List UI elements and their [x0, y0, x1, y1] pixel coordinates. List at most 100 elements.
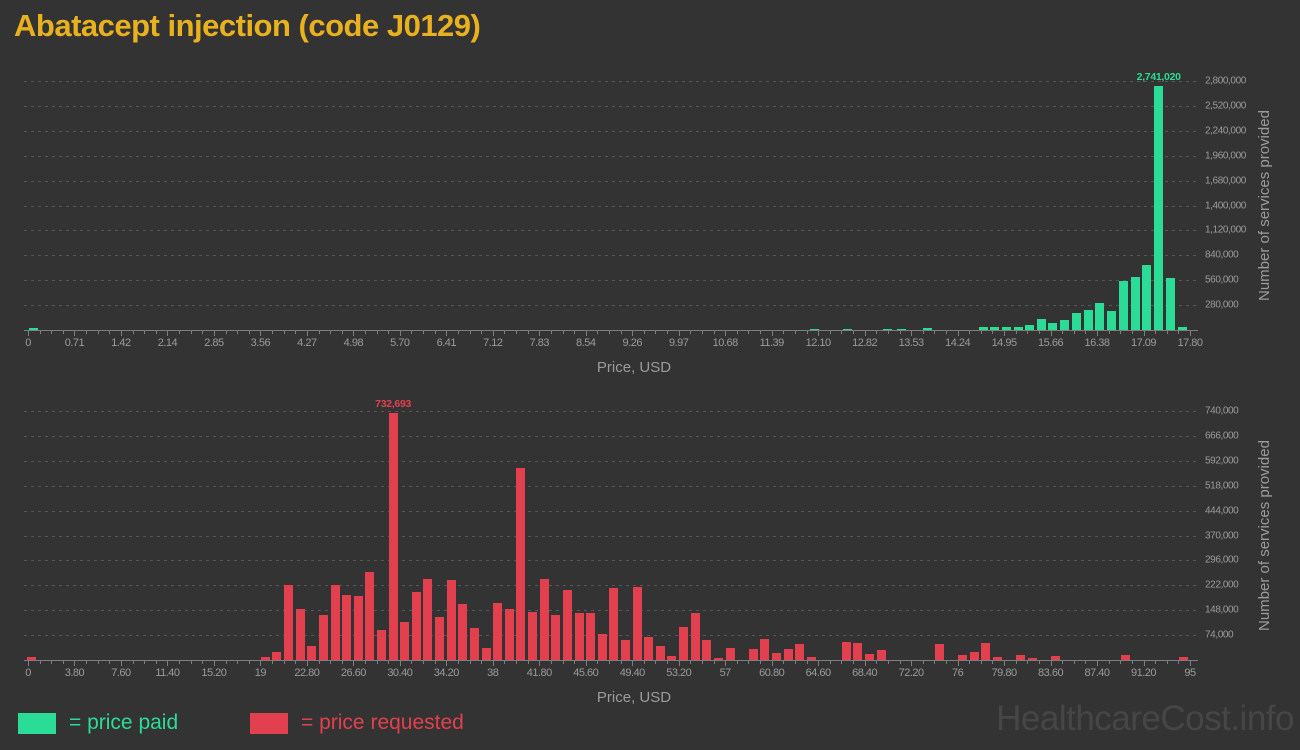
gridline: [24, 535, 1197, 537]
x-tick: [1166, 661, 1168, 664]
x-tick: [562, 661, 564, 664]
x-tick: [945, 331, 947, 334]
histogram-bar: [702, 640, 712, 660]
histogram-bar: [1178, 656, 1188, 660]
gridline: [24, 155, 1197, 157]
x-tick: [841, 331, 843, 334]
y-tick-label: 1,960,000: [1205, 150, 1246, 162]
x-tick: [1097, 661, 1099, 666]
x-tick-label: 60.80: [759, 667, 785, 679]
x-tick: [899, 331, 901, 334]
x-tick: [957, 331, 959, 336]
x-tick: [318, 331, 320, 334]
histogram-bar: [27, 657, 37, 660]
gridline: [24, 435, 1197, 437]
x-tick: [853, 331, 855, 334]
y-tick-label: 1,680,000: [1205, 175, 1246, 187]
x-tick: [876, 661, 878, 664]
y-tick-label: 592,000: [1205, 455, 1239, 467]
y-tick-label: 296,000: [1205, 554, 1239, 566]
histogram-bar: [1016, 654, 1026, 660]
x-tick: [155, 661, 157, 664]
x-tick-label: 38: [487, 667, 499, 679]
x-tick: [446, 331, 448, 336]
x-tick-label: 49.40: [619, 667, 646, 679]
x-tick: [678, 331, 680, 336]
x-axis-line: [24, 660, 1198, 661]
x-tick: [132, 661, 134, 664]
histogram-bar: [667, 655, 677, 660]
y-tick-label: 148,000: [1205, 604, 1239, 616]
x-tick: [504, 661, 506, 664]
histogram-bar: [562, 590, 572, 660]
x-tick: [504, 331, 506, 334]
gridline: [24, 411, 1197, 412]
x-tick-label: 5.70: [390, 337, 410, 349]
x-tick: [481, 331, 483, 334]
x-tick: [911, 661, 913, 666]
y-tick-label: 1,120,000: [1205, 224, 1246, 236]
x-tick-label: 91.20: [1131, 667, 1157, 679]
x-tick: [225, 331, 227, 334]
x-tick: [295, 661, 297, 664]
x-tick: [992, 661, 994, 664]
x-tick: [376, 661, 378, 664]
x-tick: [1108, 331, 1110, 334]
x-tick: [1050, 331, 1052, 336]
x-tick: [701, 661, 703, 664]
gridline: [24, 510, 1197, 512]
x-tick: [28, 661, 29, 666]
x-tick: [179, 661, 181, 664]
x-tick: [213, 331, 215, 336]
histogram-bar: [586, 613, 596, 660]
x-tick-label: 83.60: [1038, 667, 1064, 679]
x-tick: [667, 661, 669, 664]
x-tick: [62, 661, 64, 664]
histogram-bar: [446, 580, 456, 660]
x-tick-label: 12.82: [852, 337, 878, 349]
histogram-bar: [783, 649, 793, 660]
histogram-bar: [978, 327, 988, 330]
x-tick: [527, 331, 529, 334]
histogram-bar: [469, 628, 479, 660]
x-tick: [992, 331, 994, 334]
x-tick: [1085, 661, 1087, 664]
x-tick: [109, 661, 111, 664]
x-tick: [922, 661, 924, 664]
x-tick: [713, 331, 715, 334]
x-tick: [434, 331, 436, 334]
histogram-bar: [1154, 86, 1164, 330]
x-tick-label: 17.09: [1131, 337, 1157, 349]
y-tick-label: 2,520,000: [1205, 100, 1246, 112]
histogram-bar: [990, 327, 1000, 330]
price-paid-plot-area: 2,741,020: [24, 71, 1197, 330]
y-tick-label: 444,000: [1205, 505, 1239, 517]
x-tick-label: 9.26: [622, 337, 643, 349]
x-tick: [423, 661, 425, 664]
x-tick: [771, 661, 773, 666]
x-tick-label: 13.53: [898, 337, 925, 349]
histogram-bar: [1002, 327, 1012, 330]
x-tick: [1120, 331, 1122, 334]
x-tick: [353, 331, 355, 336]
histogram-bar: [1048, 323, 1058, 330]
histogram-bar: [957, 654, 967, 660]
histogram-bar: [1095, 302, 1105, 330]
x-tick: [109, 331, 111, 334]
x-tick: [144, 331, 146, 334]
x-tick: [969, 661, 971, 664]
x-tick: [655, 331, 657, 334]
x-tick: [609, 331, 610, 334]
x-tick: [155, 331, 157, 334]
x-tick: [364, 331, 366, 334]
x-tick: [388, 331, 390, 334]
x-tick: [783, 661, 785, 664]
histogram-bar: [1071, 313, 1081, 330]
histogram-bar: [458, 604, 468, 660]
y-tick-label: 560,000: [1205, 274, 1239, 286]
y-tick-label: 2,240,000: [1205, 125, 1246, 137]
x-tick: [516, 661, 518, 664]
x-tick: [887, 661, 889, 664]
histogram-bar: [1083, 310, 1093, 330]
histogram-bar: [330, 585, 340, 660]
